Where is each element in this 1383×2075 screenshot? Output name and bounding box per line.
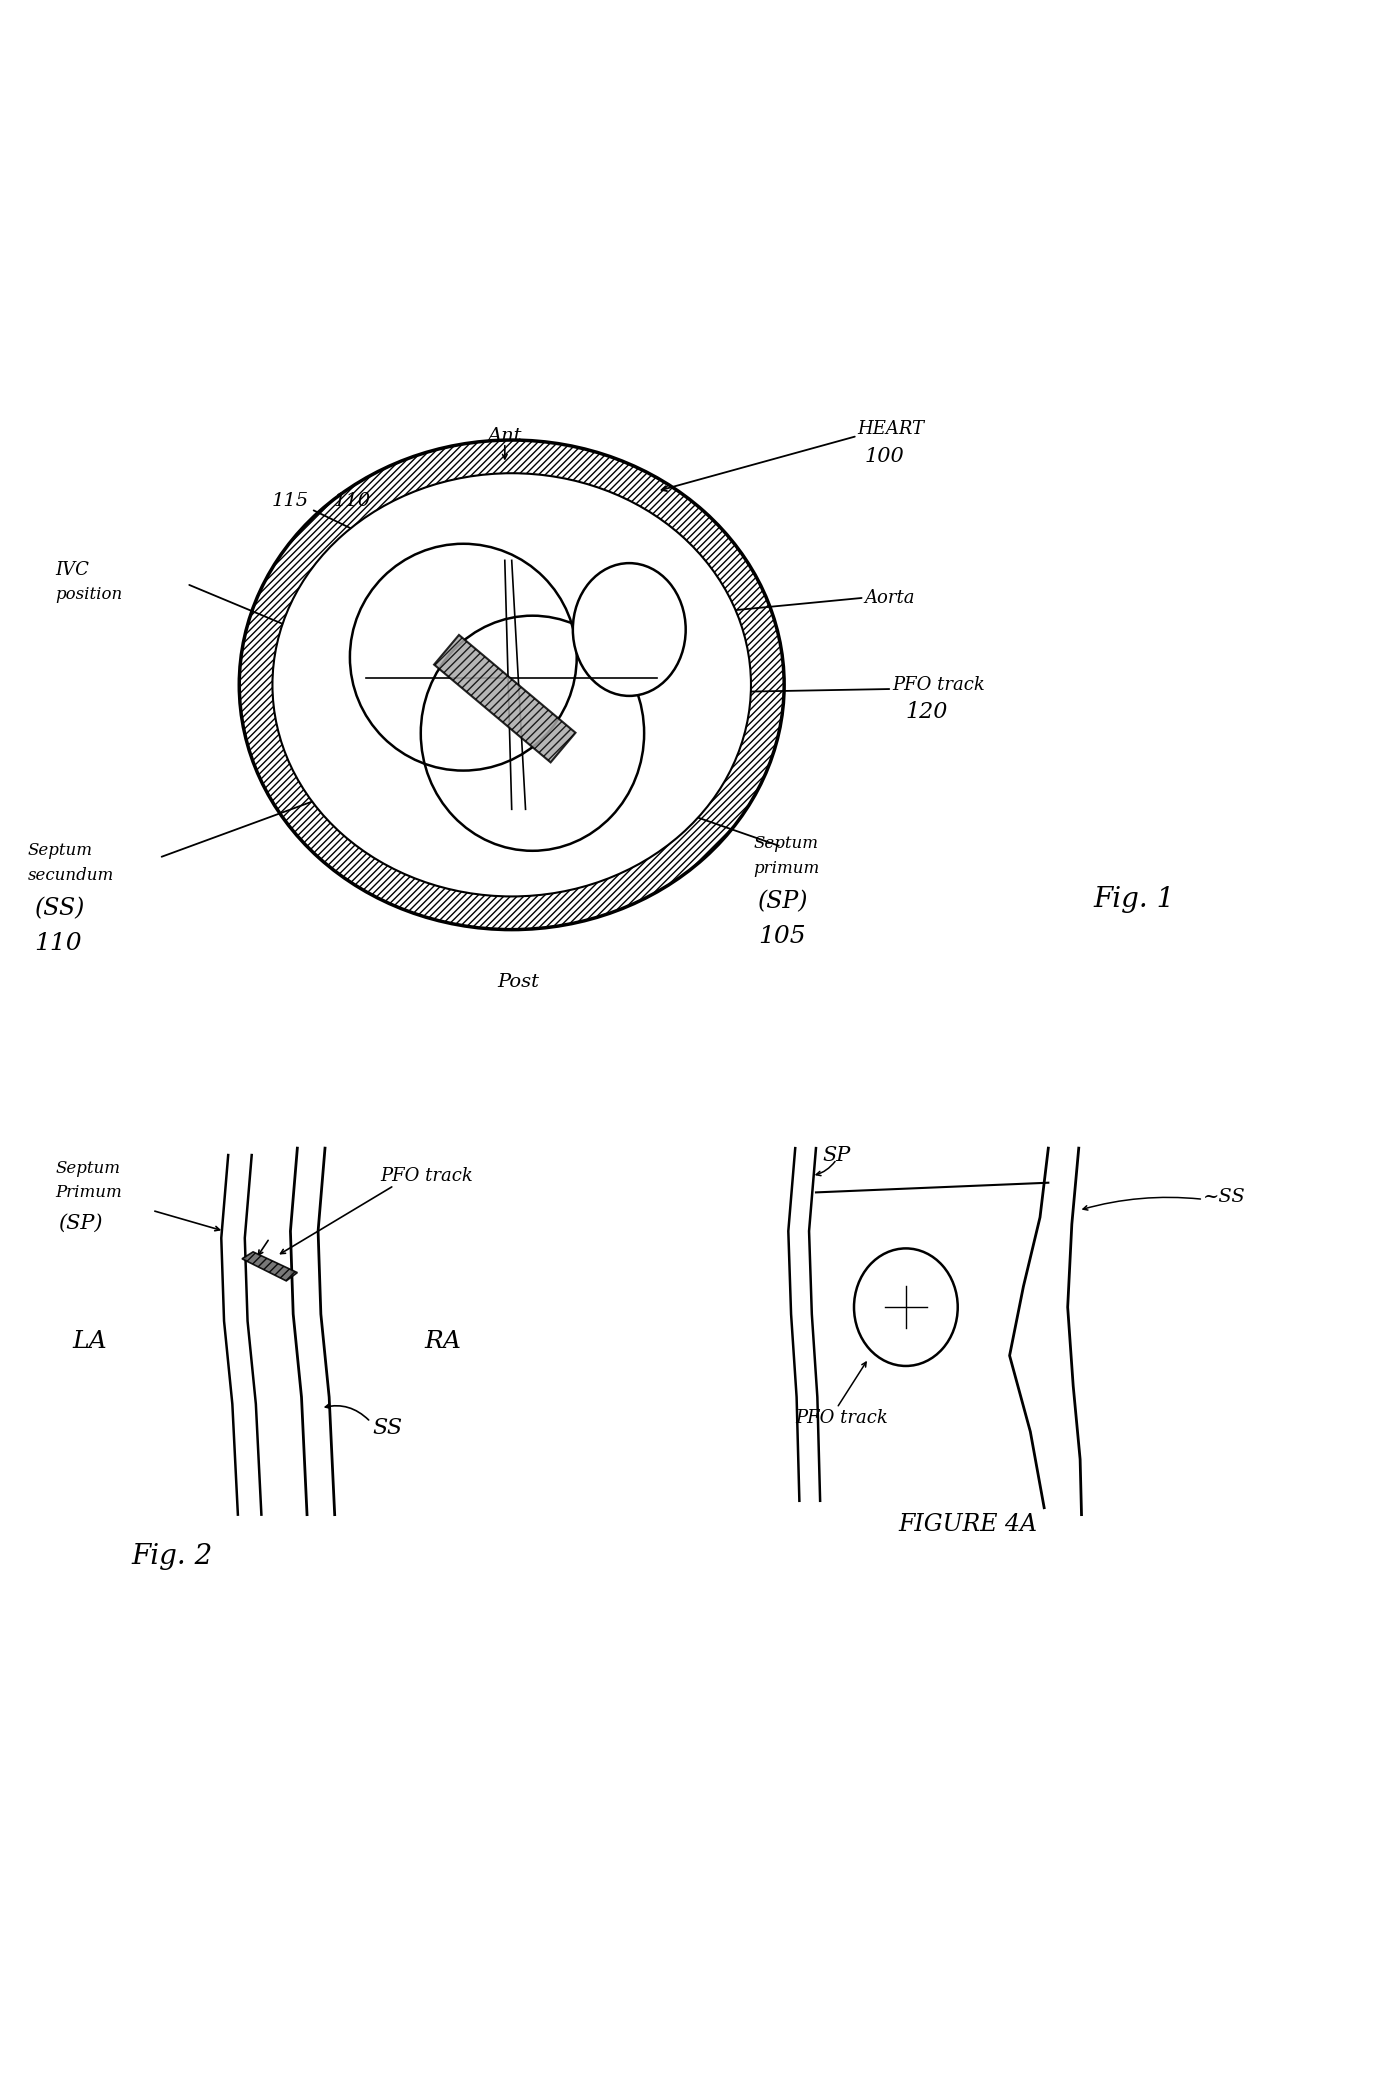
Text: Septum: Septum (754, 836, 819, 853)
Text: Post: Post (498, 973, 539, 992)
Text: (SP): (SP) (58, 1214, 102, 1233)
Text: 110: 110 (335, 492, 371, 510)
Text: Septum: Septum (55, 1160, 120, 1177)
Text: 105: 105 (758, 925, 805, 948)
Text: 120: 120 (906, 701, 949, 724)
Text: (SS): (SS) (35, 896, 84, 921)
Text: RA: RA (420, 643, 451, 662)
Text: PFO track: PFO track (380, 1166, 473, 1185)
Text: IVC: IVC (55, 560, 89, 579)
Text: position: position (55, 587, 123, 604)
Text: Fig. 1: Fig. 1 (1094, 886, 1174, 913)
Text: Septum: Septum (28, 842, 93, 859)
Text: FIGURE 4A: FIGURE 4A (899, 1513, 1037, 1536)
Polygon shape (434, 635, 575, 762)
Text: LA: LA (72, 1330, 108, 1353)
Text: C: C (696, 587, 709, 604)
Text: SS: SS (372, 1417, 402, 1438)
Text: 115: 115 (272, 492, 308, 510)
Text: ~SS: ~SS (1203, 1187, 1246, 1206)
Text: LA: LA (519, 730, 546, 749)
Text: Aorta: Aorta (864, 589, 916, 606)
Ellipse shape (272, 473, 751, 896)
Text: B: B (537, 687, 548, 701)
Text: 110: 110 (35, 932, 82, 955)
Ellipse shape (239, 440, 784, 930)
Polygon shape (242, 1251, 297, 1280)
Text: Fig. 2: Fig. 2 (131, 1542, 213, 1569)
Text: HEART: HEART (857, 419, 924, 438)
Ellipse shape (573, 562, 686, 695)
Text: secundum: secundum (28, 867, 113, 884)
Text: Primum: Primum (55, 1185, 122, 1201)
Text: RA: RA (425, 1330, 461, 1353)
Text: primum: primum (754, 861, 820, 878)
Text: PFO track: PFO track (795, 1409, 888, 1428)
Text: PFO track: PFO track (892, 676, 985, 693)
Text: (SP): (SP) (758, 890, 809, 913)
Text: Ant: Ant (488, 427, 521, 444)
Text: SP: SP (823, 1145, 851, 1164)
Text: 100: 100 (864, 446, 904, 467)
